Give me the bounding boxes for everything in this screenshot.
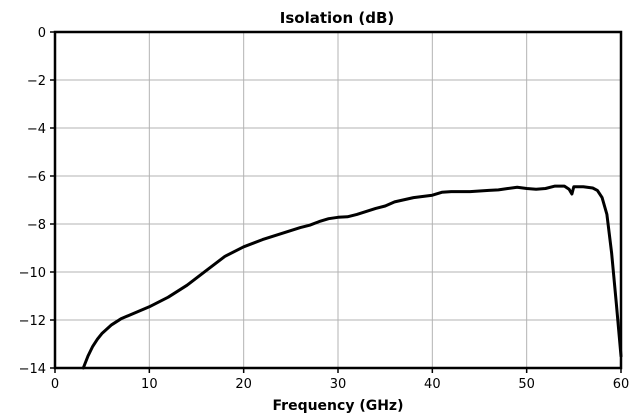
series-line-0: [81, 184, 623, 370]
y-tick-label-7: −14: [19, 362, 46, 377]
x-tick-label-1: 10: [141, 377, 158, 392]
y-axis-ticks: 0 −2 −4 −6 −8 −10 −12 −14: [19, 26, 55, 377]
x-axis-label: Frequency (GHz): [273, 398, 404, 414]
gridlines: [55, 32, 621, 368]
y-tick-label-5: −10: [19, 266, 46, 281]
y-tick-label-4: −8: [27, 218, 46, 233]
y-tick-label-0: 0: [38, 26, 46, 41]
x-tick-label-6: 60: [613, 377, 630, 392]
x-tick-label-3: 30: [330, 377, 347, 392]
x-tick-label-2: 20: [235, 377, 252, 392]
y-tick-label-2: −4: [27, 122, 46, 137]
x-tick-label-4: 40: [424, 377, 441, 392]
chart-title: Isolation (dB): [280, 9, 394, 27]
series-layer: [81, 184, 623, 370]
x-tick-label-0: 0: [51, 377, 59, 392]
y-tick-label-6: −12: [19, 314, 46, 329]
y-tick-label-1: −2: [27, 74, 46, 89]
x-axis-ticks: 0 10 20 30 40 50 60: [51, 368, 629, 392]
x-tick-label-5: 50: [518, 377, 535, 392]
y-tick-label-3: −6: [27, 170, 46, 185]
